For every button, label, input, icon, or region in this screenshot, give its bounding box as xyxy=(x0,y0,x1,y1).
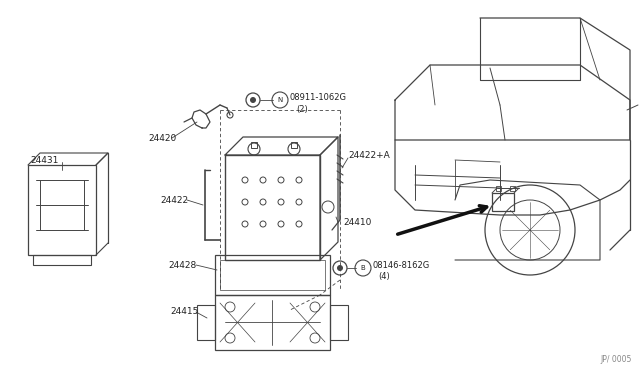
Text: 08146-8162G: 08146-8162G xyxy=(373,260,430,269)
Text: 24428: 24428 xyxy=(168,260,196,269)
Bar xyxy=(492,193,514,211)
Text: 24420: 24420 xyxy=(148,134,176,142)
Text: N: N xyxy=(277,97,283,103)
Bar xyxy=(496,186,501,191)
Bar xyxy=(251,142,257,148)
Text: (2): (2) xyxy=(296,105,308,113)
Bar xyxy=(28,165,96,255)
Bar xyxy=(225,155,320,260)
Bar xyxy=(215,295,330,350)
Text: 24422: 24422 xyxy=(160,196,188,205)
Text: 08911-1062G: 08911-1062G xyxy=(290,93,347,102)
Bar xyxy=(197,305,215,340)
Text: B: B xyxy=(360,265,365,271)
Bar xyxy=(215,255,330,295)
Bar xyxy=(291,142,297,148)
Text: 24422+A: 24422+A xyxy=(348,151,390,160)
Bar xyxy=(510,186,515,191)
Bar xyxy=(220,260,325,290)
Circle shape xyxy=(337,265,343,271)
Text: 24431: 24431 xyxy=(30,155,58,164)
Text: (4): (4) xyxy=(378,273,390,282)
Text: JP/ 0005: JP/ 0005 xyxy=(600,356,632,365)
Text: 24415: 24415 xyxy=(170,308,198,317)
Circle shape xyxy=(250,97,256,103)
Text: 24410: 24410 xyxy=(343,218,371,227)
Bar xyxy=(330,305,348,340)
Bar xyxy=(33,255,91,265)
